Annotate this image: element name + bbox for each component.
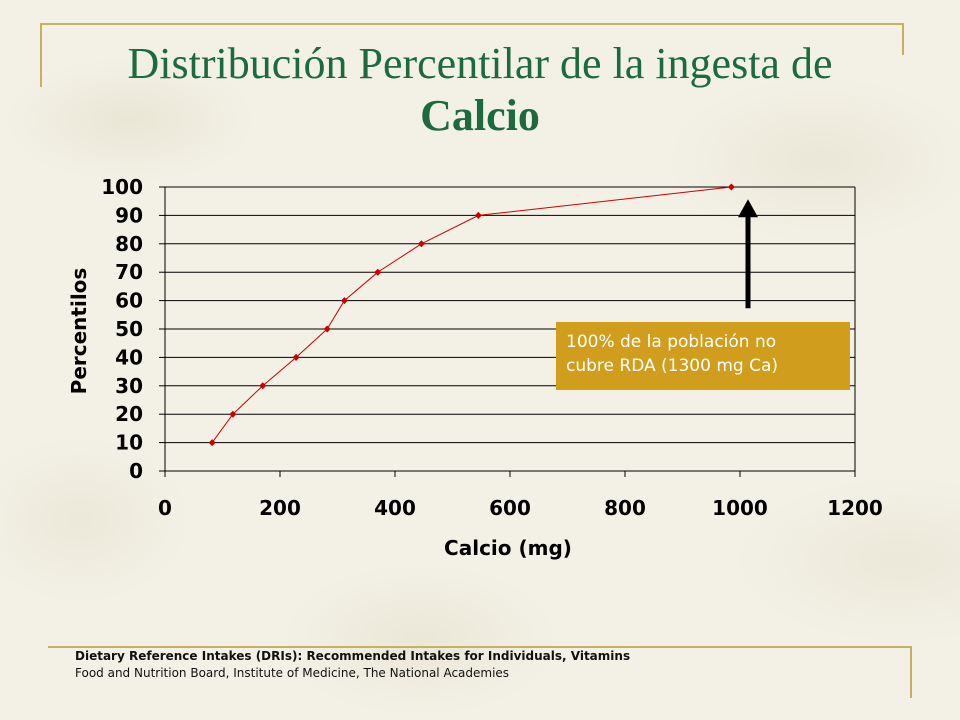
y-tick-label-30: 30 <box>115 374 143 398</box>
y-tick-label-10: 10 <box>115 431 143 455</box>
x-tick-label-200: 200 <box>259 496 301 520</box>
y-tick-label-20: 20 <box>115 402 143 426</box>
source-line-2: Food and Nutrition Board, Institute of M… <box>75 666 510 680</box>
x-tick-label-600: 600 <box>489 496 531 520</box>
arrow-layer <box>738 199 758 309</box>
right-rule <box>902 23 904 55</box>
x-tick-label-1000: 1000 <box>712 496 768 520</box>
data-point-3 <box>292 353 300 361</box>
y-axis-title: Percentilos <box>67 268 91 395</box>
data-point-0 <box>208 439 216 447</box>
y-tick-label-0: 0 <box>129 459 143 483</box>
y-tick-label-70: 70 <box>115 260 143 284</box>
left-rule <box>40 23 42 87</box>
x-tick-label-1200: 1200 <box>827 496 883 520</box>
data-point-2 <box>259 382 267 390</box>
x-tick-label-400: 400 <box>374 496 416 520</box>
data-point-1 <box>229 410 237 418</box>
y-tick-label-90: 90 <box>115 203 143 227</box>
source-citation: Dietary Reference Intakes (DRIs): Recomm… <box>75 648 915 682</box>
y-tick-label-40: 40 <box>115 345 143 369</box>
y-tick-label-50: 50 <box>115 317 143 341</box>
data-point-7 <box>417 240 425 248</box>
bottom-rule <box>48 646 912 648</box>
data-point-8 <box>474 211 482 219</box>
arrow-head-icon <box>738 199 758 218</box>
slide-title: Distribución Percentilar de la ingesta d… <box>40 38 920 142</box>
data-point-6 <box>374 268 382 276</box>
title-line-2: Calcio <box>420 91 540 140</box>
callout-box: 100% de la población no cubre RDA (1300 … <box>556 322 850 390</box>
source-line-1: Dietary Reference Intakes (DRIs): Recomm… <box>75 649 631 663</box>
y-tick-label-100: 100 <box>101 175 143 199</box>
callout-line-1: 100% de la población no <box>566 332 777 352</box>
x-tick-label-0: 0 <box>158 496 172 520</box>
series-layer <box>208 183 735 447</box>
y-tick-label-60: 60 <box>115 289 143 313</box>
callout-line-2: cubre RDA (1300 mg Ca) <box>566 356 779 376</box>
top-rule <box>40 23 904 25</box>
series-line-0 <box>211 186 732 443</box>
title-line-1: Distribución Percentilar de la ingesta d… <box>127 39 833 88</box>
data-point-4 <box>323 325 331 333</box>
y-tick-label-80: 80 <box>115 232 143 256</box>
x-axis-title: Calcio (mg) <box>444 536 572 560</box>
data-point-9 <box>727 183 735 191</box>
x-tick-label-800: 800 <box>604 496 646 520</box>
data-point-5 <box>340 297 348 305</box>
bottom-right-rule <box>910 646 912 698</box>
